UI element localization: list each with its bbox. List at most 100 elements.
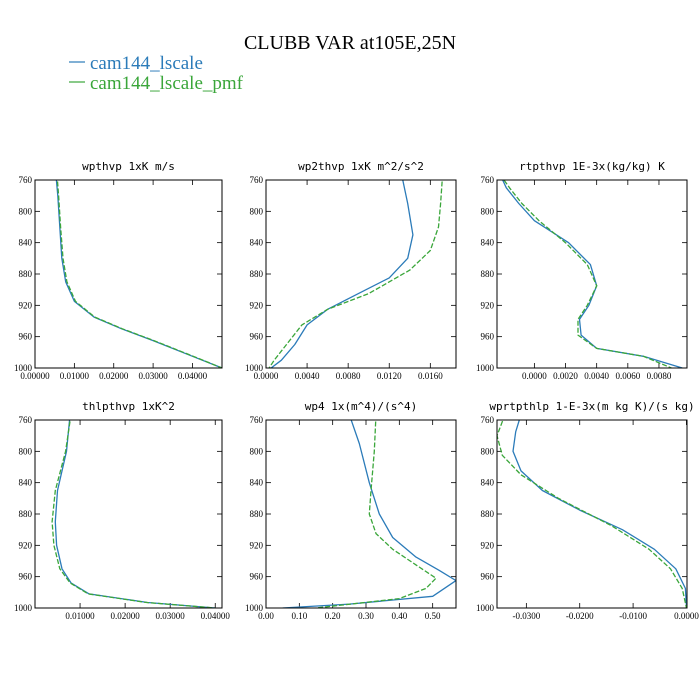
- panel-1: wpthvp 1xK m/s 760 800 840 880 920 960 10000.00…: [14, 160, 223, 381]
- x-tick-label: 0.0160: [418, 371, 443, 381]
- panel-title: thlpthvp 1xK^2: [82, 400, 175, 413]
- y-tick-label: 960: [250, 572, 264, 582]
- y-tick-label: 840: [19, 238, 33, 248]
- y-tick-label: 960: [19, 572, 33, 582]
- series-line-cam144-lscale-pmf: [56, 180, 222, 368]
- series-line-cam144-lscale: [512, 420, 687, 608]
- y-tick-label: 920: [481, 300, 495, 310]
- y-tick-label: 760: [250, 175, 264, 185]
- panels-container: wpthvp 1xK m/s76080084088092096010000.00…: [14, 160, 699, 621]
- x-tick-label: -0.0100: [619, 611, 647, 621]
- x-tick-label: 0.0120: [377, 371, 402, 381]
- series-line-cam144-lscale-pmf: [497, 420, 687, 608]
- y-tick-label: 840: [250, 238, 264, 248]
- y-tick-label: 800: [481, 206, 495, 216]
- legend-label-cam144-lscale-pmf: cam144_lscale_pmf: [90, 73, 244, 94]
- y-tick-label: 880: [481, 269, 495, 279]
- y-tick-label: 1000: [476, 363, 495, 373]
- y-tick-label: 800: [19, 206, 33, 216]
- y-tick-label: 800: [250, 206, 264, 216]
- y-tick-label: 880: [250, 269, 264, 279]
- x-tick-label: 0.03000: [138, 371, 168, 381]
- x-tick-label: 0.01000: [60, 371, 90, 381]
- x-tick-label: 0.01000: [65, 611, 95, 621]
- y-tick-label: 800: [481, 446, 495, 456]
- y-tick-label: 960: [250, 332, 264, 342]
- y-tick-label: 920: [19, 540, 33, 550]
- y-tick-label: 800: [19, 446, 33, 456]
- panel-5: wp4 1x(m^4)/(s^4)76080084088092096010000…: [245, 400, 457, 621]
- series-line-cam144-lscale: [282, 420, 456, 608]
- y-tick-label: 880: [250, 509, 264, 519]
- x-tick-label: 0.0020: [553, 371, 578, 381]
- y-tick-label: 840: [481, 238, 495, 248]
- y-tick-label: 920: [481, 540, 495, 550]
- y-tick-label: 960: [481, 332, 495, 342]
- series-line-cam144-lscale-pmf: [315, 420, 437, 608]
- y-tick-label: 1000: [245, 603, 264, 613]
- plot-frame: [496, 419, 688, 609]
- x-tick-label: 0.03000: [156, 611, 186, 621]
- y-tick-label: 1000: [476, 603, 495, 613]
- x-tick-label: 0.40: [391, 611, 407, 621]
- y-tick-label: 760: [19, 175, 33, 185]
- chart-title: CLUBB VAR at105E,25N: [244, 32, 456, 54]
- panel-title: wprtpthlp 1-E-3x(m kg K)/(s kg): [489, 400, 694, 413]
- x-tick-label: 0.0040: [584, 371, 609, 381]
- panel-title: rtpthvp 1E-3x(kg/kg) K: [519, 160, 665, 173]
- series-line-cam144-lscale-pmf: [268, 180, 443, 368]
- series-line-cam144-lscale-pmf: [51, 420, 216, 608]
- y-tick-label: 1000: [245, 363, 264, 373]
- x-tick-label: 0.0080: [336, 371, 361, 381]
- x-tick-label: 0.50: [425, 611, 441, 621]
- y-tick-label: 840: [250, 478, 264, 488]
- series-line-cam144-lscale: [270, 180, 414, 368]
- plot-frame: [34, 179, 223, 369]
- y-tick-label: 920: [250, 300, 264, 310]
- y-tick-label: 840: [19, 478, 33, 488]
- panel-3: rtpthvp 1E-3x(kg/kg) K 760 800 840 880 920 960…: [476, 160, 688, 381]
- series-line-cam144-lscale-pmf: [503, 180, 672, 368]
- y-tick-label: 960: [19, 332, 33, 342]
- legend-label-cam144-lscale: cam144_lscale: [90, 53, 203, 74]
- y-tick-label: 800: [250, 446, 264, 456]
- x-tick-label: 0.0080: [647, 371, 672, 381]
- x-tick-label: 0.10: [291, 611, 307, 621]
- x-tick-label: 0.04000: [178, 371, 208, 381]
- x-tick-label: 0.0000: [674, 611, 699, 621]
- panel-2: wp2thvp 1xK m^2/s^2 760 800 840 880 920 960 100…: [245, 160, 457, 381]
- panel-4: thlpthvp 1xK^2 760 800 840 880 920 960 1000 0.01…: [14, 400, 230, 621]
- series-line-cam144-lscale: [54, 420, 216, 608]
- y-tick-label: 760: [481, 175, 495, 185]
- y-tick-label: 840: [481, 478, 495, 488]
- x-tick-label: 0.20: [325, 611, 341, 621]
- y-tick-label: 880: [481, 509, 495, 519]
- plot-frame: [34, 419, 223, 609]
- x-tick-label: -0.0200: [566, 611, 594, 621]
- x-tick-label: 0.02000: [99, 371, 129, 381]
- y-tick-label: 880: [19, 509, 33, 519]
- panel-title: wp2thvp 1xK m^2/s^2: [298, 160, 424, 173]
- x-tick-label: -0.0300: [512, 611, 540, 621]
- x-tick-label: 0.0040: [295, 371, 320, 381]
- x-tick-label: 0.0000: [522, 371, 547, 381]
- panel-6: wprtpthlp 1-E-3x(m kg K)/(s kg) 760 800 840…: [476, 400, 699, 621]
- panel-title: wpthvp 1xK m/s: [82, 160, 175, 173]
- y-tick-label: 880: [19, 269, 33, 279]
- y-tick-label: 920: [250, 540, 264, 550]
- x-tick-label: 0.30: [358, 611, 374, 621]
- y-tick-label: 760: [250, 415, 264, 425]
- x-tick-label: 0.00: [258, 611, 274, 621]
- y-tick-label: 760: [481, 415, 495, 425]
- series-line-cam144-lscale: [501, 180, 683, 368]
- x-tick-label: 0.0000: [254, 371, 279, 381]
- y-tick-label: 1000: [14, 603, 33, 613]
- y-tick-label: 920: [19, 300, 33, 310]
- y-tick-label: 1000: [14, 363, 33, 373]
- plot-frame: [265, 419, 457, 609]
- x-tick-label: 0.00000: [20, 371, 50, 381]
- panel-title: wp4 1x(m^4)/(s^4): [305, 400, 418, 413]
- y-tick-label: 960: [481, 572, 495, 582]
- series-line-cam144-lscale: [55, 180, 222, 368]
